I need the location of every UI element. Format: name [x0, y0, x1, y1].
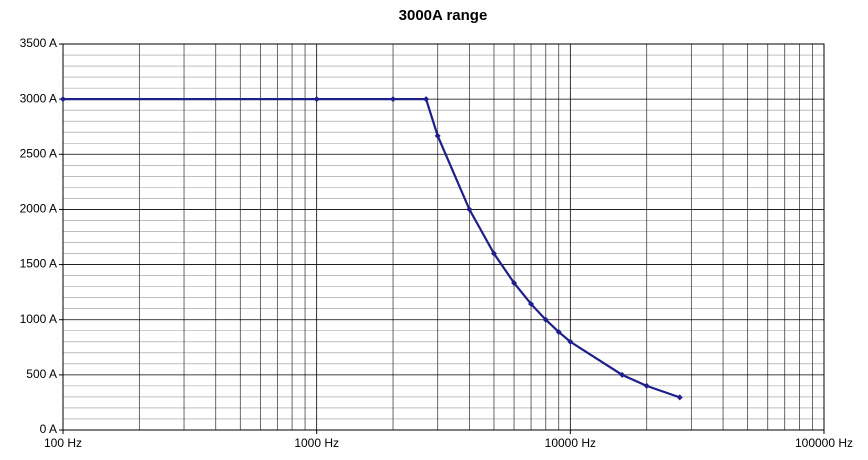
- plot-frame: [62, 43, 825, 431]
- point-marker: [555, 328, 562, 335]
- point-marker: [619, 371, 626, 378]
- point-marker: [434, 132, 441, 139]
- point-marker: [60, 96, 66, 103]
- x-tick-label: 10000 Hz: [545, 436, 596, 450]
- point-marker: [423, 96, 430, 103]
- point-marker: [676, 394, 683, 401]
- point-marker: [542, 316, 549, 323]
- y-tick-label: 1500 A: [20, 257, 57, 271]
- y-tick-label: 3500 A: [20, 36, 57, 50]
- point-marker: [567, 338, 574, 345]
- y-tick-label: 2500 A: [20, 146, 57, 160]
- point-marker: [313, 96, 320, 103]
- y-tick-label: 2000 A: [20, 202, 57, 216]
- point-marker: [643, 382, 650, 389]
- chart-title: 3000A range: [399, 7, 488, 24]
- y-tick-label: 1000 A: [20, 312, 57, 326]
- x-tick-label: 100 Hz: [44, 436, 82, 450]
- point-marker: [511, 279, 518, 286]
- point-marker: [490, 250, 497, 257]
- y-tick-label: 3000 A: [20, 91, 57, 105]
- point-marker: [466, 206, 473, 213]
- point-marker: [528, 300, 535, 307]
- y-tick-label: 500 A: [26, 367, 57, 381]
- y-tick-label: 0 A: [40, 422, 57, 436]
- x-tick-label: 100000 Hz: [795, 436, 853, 450]
- point-marker: [390, 96, 397, 103]
- x-tick-label: 1000 Hz: [294, 436, 339, 450]
